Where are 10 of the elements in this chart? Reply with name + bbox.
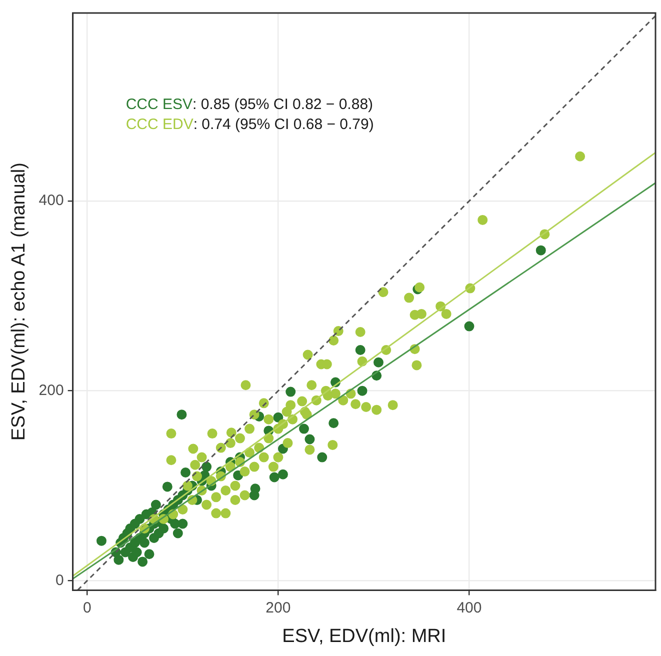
- x-tick-label: 400: [456, 599, 482, 616]
- y-axis-title: ESV, EDV(ml): echo A1 (manual): [8, 162, 30, 441]
- y-tick-label: 400: [38, 192, 64, 210]
- x-tick-label: 200: [266, 599, 291, 616]
- x-axis-title: ESV, EDV(ml): MRI: [282, 626, 446, 647]
- y-tick-label: 200: [38, 382, 64, 399]
- annotation: CCC ESV: 0.85 (95% CI 0.82 − 0.88): [126, 96, 374, 114]
- annotation: CCC EDV: 0.74 (95% CI 0.68 − 0.79): [126, 116, 374, 134]
- y-tick-label: 0: [55, 572, 64, 589]
- x-tick-label: 0: [82, 599, 92, 616]
